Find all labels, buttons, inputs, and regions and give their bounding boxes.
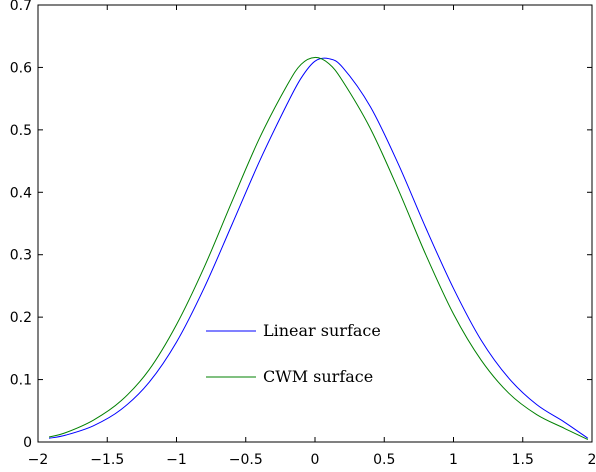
y-tick-label: 0.6 — [10, 60, 32, 76]
y-tick-label: 0.5 — [10, 123, 32, 139]
x-tick-label: 1 — [449, 452, 458, 468]
legend: Linear surface CWM surface — [206, 321, 381, 386]
y-tick-label: 0.4 — [10, 185, 32, 201]
x-tick-label: −1.5 — [90, 452, 124, 468]
x-axis-tick-labels: −2 −1.5 −1 −0.5 0 0.5 1 1.5 2 — [28, 452, 596, 468]
series-line-linear-surface — [48, 57, 589, 439]
series-lines — [48, 56, 589, 440]
plot-area — [37, 4, 593, 443]
x-tick-label: 0.5 — [373, 452, 395, 468]
y-axis-tick-labels: 0 0.1 0.2 0.3 0.4 0.5 0.6 0.7 — [10, 0, 32, 451]
series-line-cwm-surface — [48, 56, 589, 440]
y-tick-label: 0 — [23, 435, 32, 451]
axis-ticks — [37, 4, 593, 443]
legend-label: CWM surface — [263, 367, 373, 386]
x-tick-label: 0 — [311, 452, 320, 468]
x-tick-label: −0.5 — [229, 452, 263, 468]
y-tick-label: 0.1 — [10, 373, 32, 389]
y-tick-label: 0.7 — [10, 0, 32, 14]
x-tick-label: −1 — [166, 452, 187, 468]
y-tick-label: 0.2 — [10, 310, 32, 326]
x-tick-label: 1.5 — [512, 452, 534, 468]
y-tick-label: 0.3 — [10, 248, 32, 264]
x-tick-label: −2 — [28, 452, 49, 468]
x-tick-label: 2 — [588, 452, 596, 468]
legend-label: Linear surface — [263, 321, 381, 340]
